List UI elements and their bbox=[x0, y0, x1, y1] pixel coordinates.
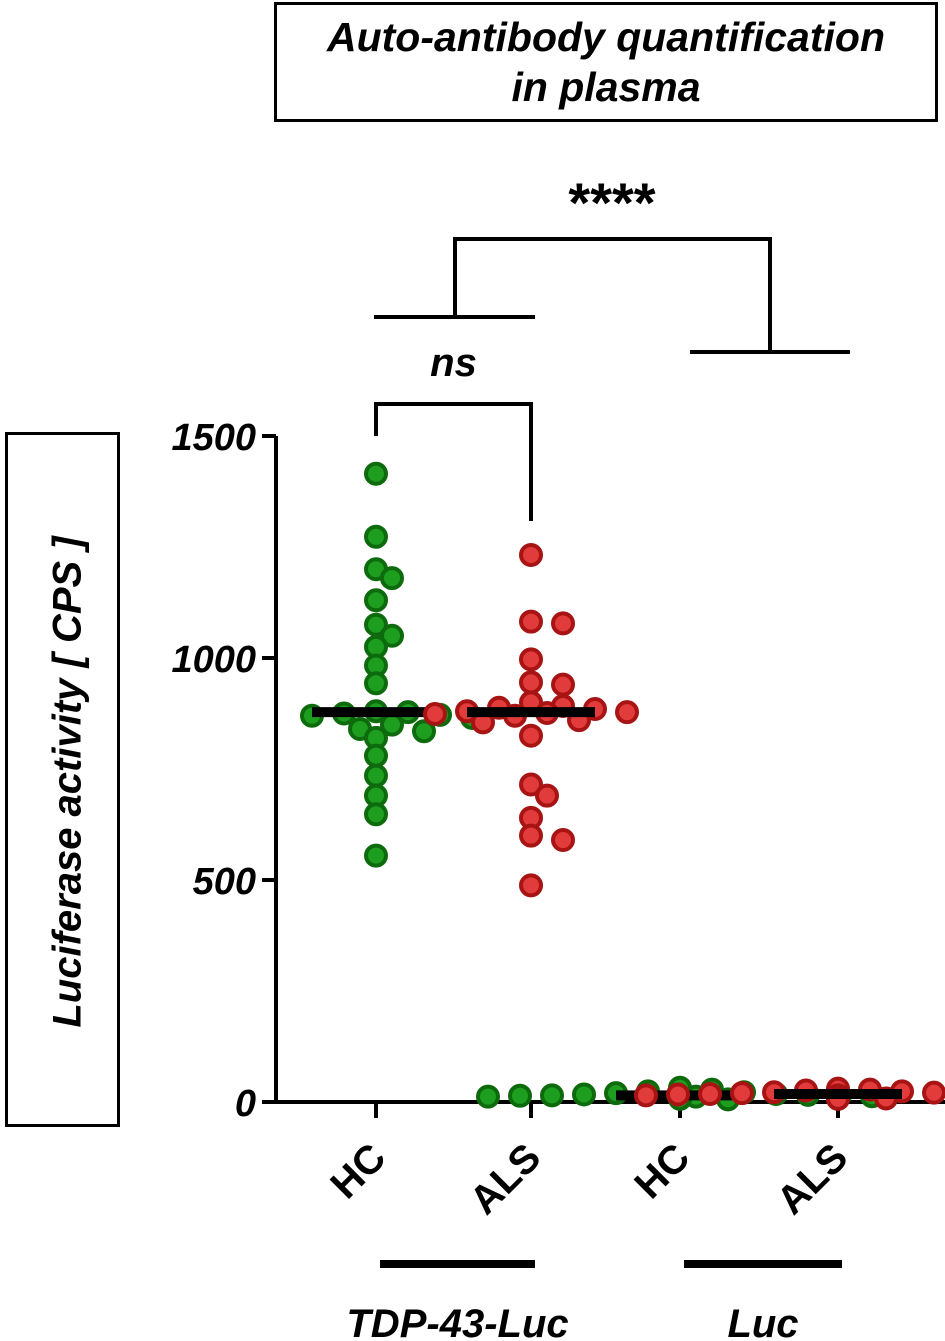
data-point-als-1-21 bbox=[519, 823, 543, 848]
data-point-als-1-18 bbox=[519, 772, 543, 797]
data-point-hc-0-6 bbox=[380, 623, 404, 648]
y-tick-label: 1500 bbox=[171, 417, 256, 459]
data-point-hc-2-8 bbox=[540, 1083, 564, 1108]
data-point-als-3-5 bbox=[922, 1080, 945, 1105]
data-point-als-1-17 bbox=[519, 723, 543, 748]
ns-bracket bbox=[374, 402, 533, 521]
data-point-als-1-19 bbox=[535, 783, 559, 808]
data-point-hc-0-1 bbox=[364, 524, 388, 549]
data-point-hc-2-13 bbox=[476, 1084, 500, 1109]
data-point-als-1-22 bbox=[551, 828, 575, 853]
data-point-hc-0-4 bbox=[364, 588, 388, 613]
group-label: TDP-43-Luc bbox=[346, 1302, 568, 1341]
data-point-als-1-13 bbox=[423, 701, 447, 726]
data-point-als-1-3 bbox=[519, 647, 543, 672]
data-point-als-3-10 bbox=[666, 1082, 690, 1107]
chart-title-line-1: Auto-antibody quantification bbox=[327, 14, 885, 60]
data-point-als-1-4 bbox=[519, 670, 543, 695]
data-point-als-1-11 bbox=[615, 700, 639, 725]
group-label: Luc bbox=[727, 1302, 798, 1341]
data-point-hc-2-6 bbox=[572, 1082, 596, 1107]
data-point-hc-0-3 bbox=[380, 566, 404, 591]
data-point-hc-0-23 bbox=[364, 802, 388, 827]
data-point-hc-0-21 bbox=[364, 763, 388, 788]
y-axis-label-box: Luciferase activity [ CPS ] bbox=[5, 432, 120, 1127]
data-point-hc-0-0 bbox=[364, 461, 388, 486]
y-tick-label: 0 bbox=[235, 1083, 256, 1125]
y-tick-label: 1000 bbox=[171, 639, 256, 681]
data-point-als-1-0 bbox=[519, 542, 543, 567]
ns-annotation: ns bbox=[430, 341, 477, 385]
data-point-als-3-8 bbox=[698, 1082, 722, 1107]
data-point-als-1-23 bbox=[519, 873, 543, 898]
data-point-als-3-6 bbox=[730, 1081, 754, 1106]
data-point-hc-0-20 bbox=[364, 743, 388, 768]
data-point-hc-0-9 bbox=[364, 671, 388, 696]
data-point-als-1-5 bbox=[551, 672, 575, 697]
data-point-hc-0-18 bbox=[412, 719, 436, 744]
data-point-hc-2-10 bbox=[508, 1083, 532, 1108]
x-tick-label: HC bbox=[626, 1135, 698, 1207]
y-tick-label: 500 bbox=[193, 861, 256, 903]
chart-title-line-2: in plasma bbox=[511, 64, 701, 110]
x-tick-label: HC bbox=[322, 1135, 394, 1207]
chart-title-box: Auto-antibody quantification in plasma bbox=[274, 2, 938, 122]
data-point-als-1-2 bbox=[551, 611, 575, 636]
data-point-als-3-12 bbox=[634, 1083, 658, 1108]
x-tick-label: ALS bbox=[462, 1135, 550, 1223]
x-tick-label: ALS bbox=[769, 1135, 857, 1223]
data-point-hc-0-5 bbox=[364, 612, 388, 637]
significance-annotation: **** bbox=[568, 171, 655, 234]
significance-bracket bbox=[453, 237, 772, 352]
data-point-hc-0-24 bbox=[364, 843, 388, 868]
data-point-als-1-1 bbox=[519, 609, 543, 634]
